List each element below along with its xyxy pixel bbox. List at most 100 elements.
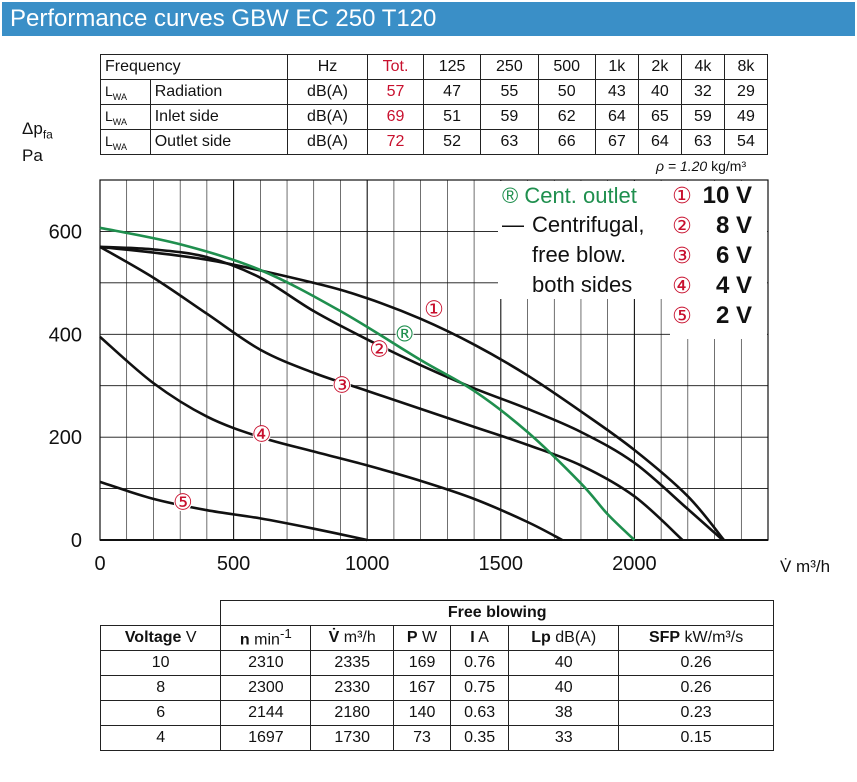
band-header: 2k [637,54,682,80]
x-tick-label: 1500 [479,553,524,575]
band-header: 250 [480,54,539,80]
cell: 1697 [220,725,312,751]
row-unit: dB(A) [286,79,369,105]
table-header-row: Voltage V n min-1 V̇ m³/h P W I A Lp dB(… [99,625,774,651]
voltage-cell: 8 [99,675,222,701]
curve-marker-label: ④ [252,423,272,448]
cell: 59 [680,104,725,130]
page-title: Performance curves GBW EC 250 T120 [2,2,855,36]
col-header: P W [393,625,451,651]
y-axis-label: Δpfa Pa [22,119,53,166]
curve-marker-bg [252,425,271,444]
voltage-cell: 4 [99,725,222,751]
lwa-symbol: LWA [100,104,151,130]
row-unit: dB(A) [286,129,369,155]
x-tick-label: 500 [217,553,250,575]
cell: 0.23 [618,700,774,726]
cell: 49 [723,104,769,130]
voltage-cell: 10 [99,650,222,676]
cell: 67 [594,129,639,155]
legend-voltage-label: 8 V [716,212,752,239]
legend-free-blowing-text: free blow. [532,242,626,267]
cell: 38 [508,700,620,726]
cell: 2310 [220,650,312,676]
cell: 2180 [310,700,395,726]
curve-3 [99,245,684,541]
cell: 51 [422,104,482,130]
row-label: Radiation [149,79,288,105]
legend-box-voltages [670,181,767,339]
y-tick-label: 400 [49,324,82,346]
unit-header: Hz [286,54,369,80]
col-header: I A [449,625,510,651]
legend-free-blowing-text: Centrifugal, [532,212,645,237]
cell: 59 [480,104,539,130]
row-label: Inlet side [149,104,288,130]
cell: 64 [637,129,682,155]
freq-header: Frequency [100,54,288,80]
row-total: 72 [367,129,424,155]
cell: 2335 [310,650,395,676]
curve-cent-outlet [99,226,636,541]
legend-free-blowing-text: both sides [532,272,632,297]
cell: 0.35 [449,725,510,751]
cell: 140 [393,700,451,726]
curve-marker-bg [332,376,351,395]
curve-2 [99,245,724,541]
cell: 66 [537,129,596,155]
cell: 73 [393,725,451,751]
x-tick-label: 0 [94,553,105,575]
legend-voltage-label: 6 V [716,242,752,269]
curve-marker-label: ® [394,322,416,347]
cell: 2300 [220,675,312,701]
cell: 63 [680,129,725,155]
curve-4 [99,335,563,542]
curve-marker-label: ⑤ [173,490,193,515]
legend-voltage-symbol: ③ [672,244,692,269]
col-header: n min-1 [220,625,312,651]
row-total: 69 [367,104,424,130]
cell: 0.63 [449,700,510,726]
y-tick-label: 600 [49,221,82,243]
legend-voltage-symbol: ⑤ [672,304,692,329]
free-blowing-table: Free blowing Voltage V n min-1 V̇ m³/h P… [99,600,774,751]
empty-corner [100,600,222,626]
band-header: 125 [422,54,482,80]
legend-voltage-label: 10 V [703,182,752,209]
y-tick-label: 200 [49,427,82,449]
cell: 2330 [310,675,395,701]
row-label: Outlet side [149,129,288,155]
cell: 40 [508,675,620,701]
y-tick-label: 0 [71,530,82,552]
table-row: LWA Inlet side dB(A) 69 51 59 62 64 65 5… [100,104,769,130]
band-header: 1k [594,54,639,80]
lwa-symbol: LWA [100,79,151,105]
cell: 0.15 [618,725,774,751]
cell: 2144 [220,700,312,726]
table-row: 10 2310 2335 169 0.76 40 0.26 [99,650,774,676]
curve-5 [99,480,368,542]
legend-voltage-symbol: ④ [672,274,692,299]
legend-box [498,181,670,299]
legend-voltage-label: 4 V [716,272,752,299]
cell: 52 [422,129,482,155]
col-header: V̇ m³/h [310,625,395,651]
cell: 167 [393,675,451,701]
table-header-row: Frequency Hz Tot. 125 250 500 1k 2k 4k 8… [100,54,769,80]
cell: 0.26 [618,650,774,676]
cell: 0.76 [449,650,510,676]
voltage-header: Voltage V [99,625,222,651]
curve-1 [99,245,725,541]
table-row: LWA Outlet side dB(A) 72 52 63 66 67 64 … [100,129,769,155]
legend-voltage-symbol: ② [672,214,692,239]
cell: 29 [723,79,769,105]
table-row: 6 2144 2180 140 0.63 38 0.23 [99,700,774,726]
x-tick-label: 2000 [612,553,657,575]
curve-marker-label: ② [369,338,389,363]
cell: 40 [508,650,620,676]
table-row: 4 1697 1730 73 0.35 33 0.15 [99,725,774,751]
x-axis-unit: V̇ m³/h [780,557,830,576]
cell: 43 [594,79,639,105]
voltage-cell: 6 [99,700,222,726]
